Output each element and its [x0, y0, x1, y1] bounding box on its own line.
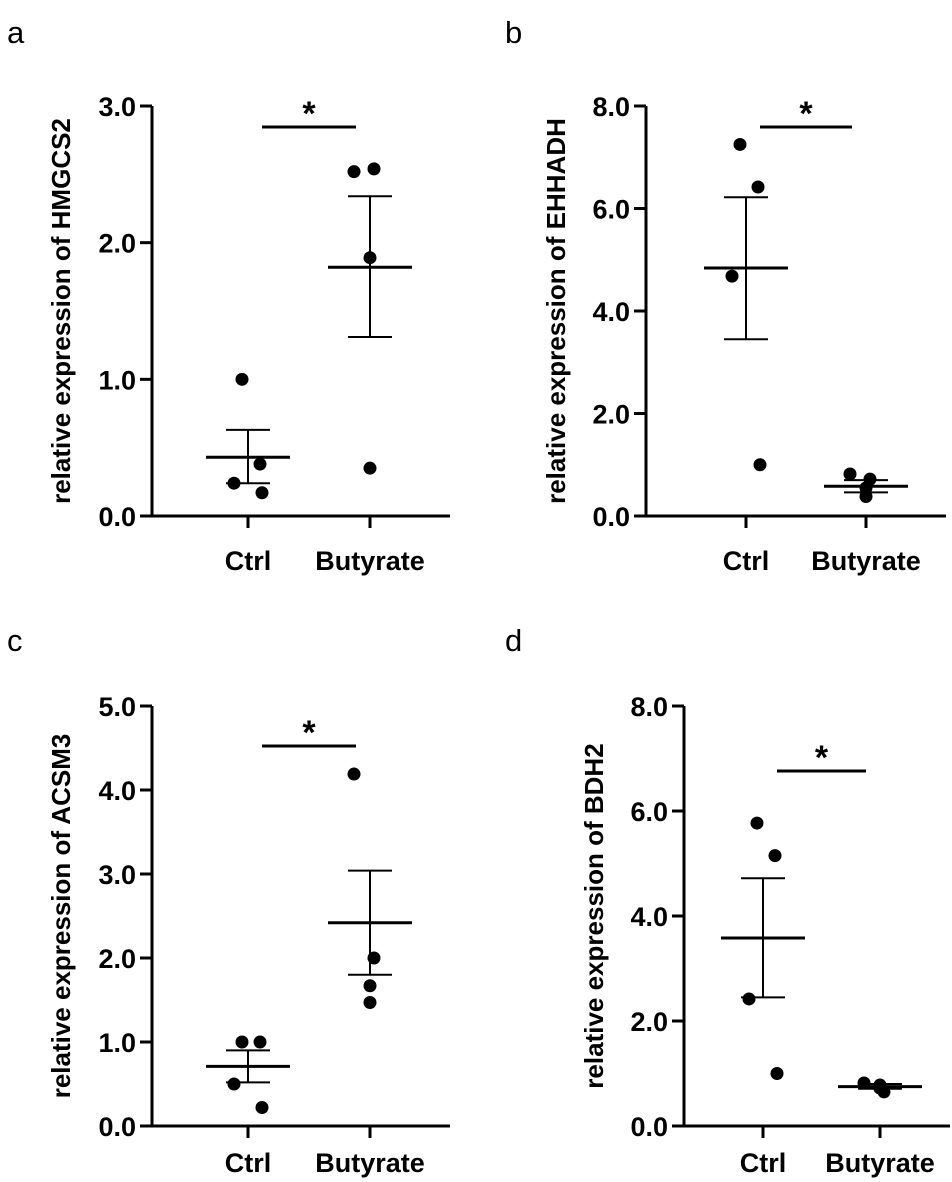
data-point — [253, 1035, 267, 1049]
y-tick-label: 2.0 — [592, 400, 630, 430]
x-tick-label: Ctrl — [723, 546, 770, 576]
y-tick-label: 3.0 — [98, 860, 136, 890]
y-tick-label: 8.0 — [592, 92, 630, 122]
y-tick-label: 4.0 — [630, 902, 668, 932]
x-tick-label: Butyrate — [811, 546, 921, 576]
significance-star: * — [302, 95, 316, 133]
x-tick-label: Butyrate — [315, 1148, 425, 1178]
y-tick-label: 0.0 — [98, 1112, 136, 1142]
group-ctrl — [206, 372, 290, 500]
data-point — [363, 251, 377, 265]
data-point — [255, 1101, 269, 1115]
data-point — [235, 372, 249, 386]
y-tick-label: 4.0 — [592, 297, 630, 327]
data-point — [753, 458, 767, 472]
y-tick-label: 6.0 — [592, 195, 630, 225]
data-point — [768, 849, 782, 863]
y-tick-label: 8.0 — [630, 692, 668, 722]
group-butyrate — [838, 1076, 922, 1099]
panel-label-c: c — [7, 623, 23, 658]
data-point — [255, 486, 269, 500]
data-point — [363, 979, 377, 993]
data-point — [770, 1067, 784, 1080]
x-tick-label: Butyrate — [315, 546, 425, 576]
y-axis-label: relative expression of HMGCS2 — [46, 118, 76, 504]
data-point — [347, 165, 361, 179]
data-point — [873, 1081, 887, 1095]
significance-star: * — [799, 95, 813, 133]
y-axis-label: relative expression of BDH2 — [579, 743, 609, 1088]
y-tick-label: 1.0 — [98, 1028, 136, 1058]
group-ctrl — [704, 137, 788, 472]
group-ctrl — [721, 816, 805, 1080]
panel-label-b: b — [505, 15, 522, 50]
group-butyrate — [328, 767, 412, 1010]
significance-star: * — [815, 739, 829, 777]
data-point — [725, 269, 739, 283]
data-point — [235, 1035, 249, 1049]
panel-b: 0.0 2.0 4.0 6.0 8.0 Ctrl Butyrate relative expr… — [541, 92, 946, 576]
group-butyrate — [328, 162, 412, 475]
panel-a: 0.0 1.0 2.0 3.0 Ctrl Butyrate relative express… — [46, 92, 450, 576]
data-point — [857, 1076, 871, 1090]
y-tick-label: 2.0 — [98, 229, 136, 259]
group-ctrl — [206, 1035, 290, 1115]
x-tick-label: Ctrl — [740, 1148, 787, 1178]
y-tick-label: 3.0 — [98, 92, 136, 122]
data-point — [347, 767, 361, 781]
y-tick-label: 5.0 — [98, 692, 136, 722]
group-butyrate — [824, 467, 908, 504]
data-point — [733, 137, 747, 151]
y-tick-label: 2.0 — [630, 1007, 668, 1037]
data-point — [742, 992, 756, 1006]
data-point — [751, 180, 765, 194]
panels: 0.0 1.0 2.0 3.0 Ctrl Butyrate relative express… — [46, 92, 950, 1178]
y-tick-label: 6.0 — [630, 797, 668, 827]
y-tick-label: 1.0 — [98, 365, 136, 395]
data-point — [363, 996, 377, 1010]
data-point — [363, 461, 377, 475]
panel-label-a: a — [7, 15, 25, 50]
y-tick-label: 0.0 — [592, 502, 630, 532]
y-tick-label: 4.0 — [98, 776, 136, 806]
panel-d: 0.0 2.0 4.0 6.0 8.0 Ctrl Butyrate relative expr… — [579, 692, 950, 1178]
panel-label-d: d — [505, 623, 522, 658]
y-axis-label: relative expression of EHHADH — [541, 118, 571, 504]
y-tick-label: 2.0 — [98, 944, 136, 974]
x-tick-label: Ctrl — [225, 546, 272, 576]
x-tick-label: Butyrate — [825, 1148, 935, 1178]
data-point — [367, 162, 381, 176]
significance-star: * — [302, 714, 316, 752]
data-point — [367, 951, 381, 965]
y-axis-label: relative expression of ACSM3 — [46, 734, 76, 1099]
y-tick-label: 0.0 — [98, 502, 136, 532]
panel-c: 0.0 1.0 2.0 3.0 4.0 5.0 Ctrl Butyrate relative e… — [46, 692, 450, 1178]
data-point — [227, 476, 241, 490]
data-point — [859, 481, 873, 495]
x-tick-label: Ctrl — [225, 1148, 272, 1178]
data-point — [227, 1077, 241, 1091]
data-point — [843, 467, 857, 481]
data-point — [253, 457, 267, 471]
data-point — [750, 816, 764, 830]
y-tick-label: 0.0 — [630, 1112, 668, 1142]
